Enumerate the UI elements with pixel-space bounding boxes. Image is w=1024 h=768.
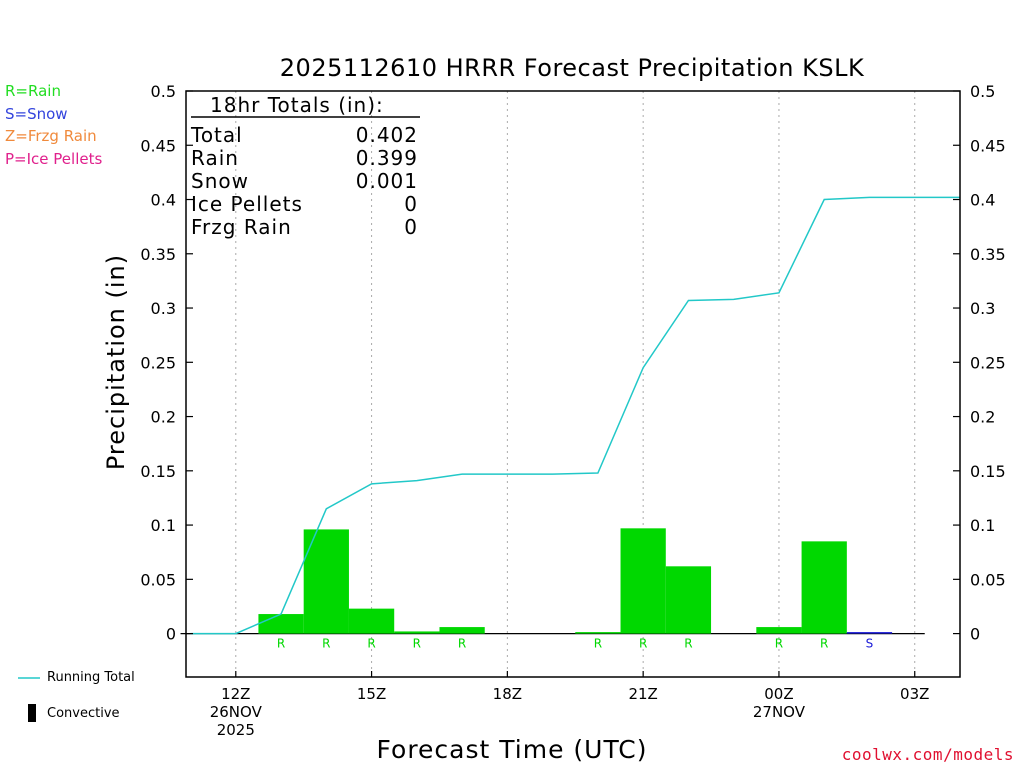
- y-tick-label-left: 0.05: [140, 570, 176, 589]
- y-tick-label-right: 0.1: [970, 516, 995, 535]
- ptype-label: R: [820, 637, 828, 651]
- precip-bar: [846, 632, 893, 634]
- totals-row-value: 0.001: [356, 169, 418, 193]
- x-tick-label: 21Z: [628, 685, 657, 703]
- precip-bar: [439, 627, 485, 634]
- precip-bar: [620, 528, 666, 634]
- x-tick-label: 15Z: [357, 685, 386, 703]
- y-tick-label-right: 0.35: [970, 245, 1006, 264]
- y-tick-label-right: 0.05: [970, 570, 1006, 589]
- ptype-label: R: [594, 637, 602, 651]
- plot-frame: [185, 90, 961, 678]
- y-tick-label-right: 0.3: [970, 299, 995, 318]
- y-tick-label-left: 0.5: [151, 82, 176, 101]
- x-tick-label: 00Z: [764, 685, 793, 703]
- precip-bar: [303, 529, 349, 634]
- y-tick-label-left: 0.4: [151, 191, 176, 210]
- y-tick-label-left: 0.35: [140, 245, 176, 264]
- x-tick-label: 03Z: [900, 685, 929, 703]
- convective-legend-label: Convective: [47, 706, 120, 721]
- totals-title: 18hr Totals (in):: [210, 93, 384, 117]
- ptype-label: R: [367, 637, 375, 651]
- x-tick-label: 18Z: [493, 685, 522, 703]
- y-tick-label-left: 0: [166, 625, 176, 644]
- totals-row-label: Rain: [191, 146, 239, 170]
- legend-ice-pellets: P=Ice Pellets: [5, 149, 103, 168]
- totals-row-value: 0: [404, 192, 418, 216]
- x-tick-label: 27NOV: [753, 703, 806, 721]
- ptype-label: R: [458, 637, 466, 651]
- precip-bar: [258, 614, 304, 634]
- y-tick-label-right: 0.5: [970, 82, 995, 101]
- precip-bar: [394, 631, 440, 634]
- y-tick-label-right: 0.25: [970, 353, 1006, 372]
- y-tick-label-left: 0.15: [140, 462, 176, 481]
- totals-row-value: 0.399: [356, 146, 418, 170]
- x-axis-label: Forecast Time (UTC): [377, 735, 648, 764]
- ptype-label: R: [639, 637, 647, 651]
- y-tick-label-right: 0.2: [970, 408, 995, 427]
- ptype-label: R: [413, 637, 421, 651]
- y-tick-label-left: 0.25: [140, 353, 176, 372]
- legend-snow: S=Snow: [5, 104, 68, 123]
- totals-box: 18hr Totals (in): Total 0.402 Rain 0.399 Sno…: [190, 93, 420, 239]
- y-tick-label-right: 0.45: [970, 136, 1006, 155]
- precip-bar: [348, 608, 395, 634]
- y-axis-label: Precipitation (in): [102, 254, 130, 470]
- totals-row-label: Total: [190, 123, 243, 147]
- ptype-label: R: [277, 637, 285, 651]
- ptype-legend: R=Rain S=Snow Z=Frzg Rain P=Ice Pellets: [5, 80, 102, 170]
- ptype-label: S: [866, 637, 874, 651]
- x-tick-label: 2025: [217, 721, 255, 739]
- chart-title: 2025112610 HRRR Forecast Precipitation K…: [280, 54, 865, 82]
- y-tick-label-left: 0.3: [151, 299, 176, 318]
- totals-row-value: 0.402: [356, 123, 418, 147]
- x-tick-label: 26NOV: [210, 703, 263, 721]
- y-tick-label-right: 0.15: [970, 462, 1006, 481]
- credit-link[interactable]: coolwx.com/models: [841, 745, 1014, 764]
- totals-row-value: 0: [404, 215, 418, 239]
- totals-row-label: Frzg Rain: [191, 215, 292, 239]
- running-total-line: [190, 196, 960, 635]
- precip-bar: [665, 566, 712, 634]
- y-tick-label-left: 0.45: [140, 136, 176, 155]
- y-tick-label-left: 0.1: [151, 516, 176, 535]
- precip-bar: [575, 632, 621, 634]
- ptype-label: R: [684, 637, 692, 651]
- totals-row-label: Snow: [191, 169, 249, 193]
- totals-row-label: Ice Pellets: [191, 192, 303, 216]
- y-tick-label-right: 0: [970, 625, 980, 644]
- precip-bar: [756, 627, 802, 634]
- ptype-label: R: [775, 637, 783, 651]
- legend-frzg-rain: Z=Frzg Rain: [5, 127, 97, 145]
- ptype-label: R: [322, 637, 330, 651]
- y-tick-label-right: 0.4: [970, 191, 995, 210]
- precip-bar: [801, 541, 847, 634]
- y-tick-label-left: 0.2: [151, 408, 176, 427]
- convective-legend-swatch: [28, 704, 36, 722]
- legend-rain: R=Rain: [5, 82, 61, 100]
- x-tick-label: 12Z: [221, 685, 250, 703]
- running-total-legend-label: Running Total: [47, 670, 135, 685]
